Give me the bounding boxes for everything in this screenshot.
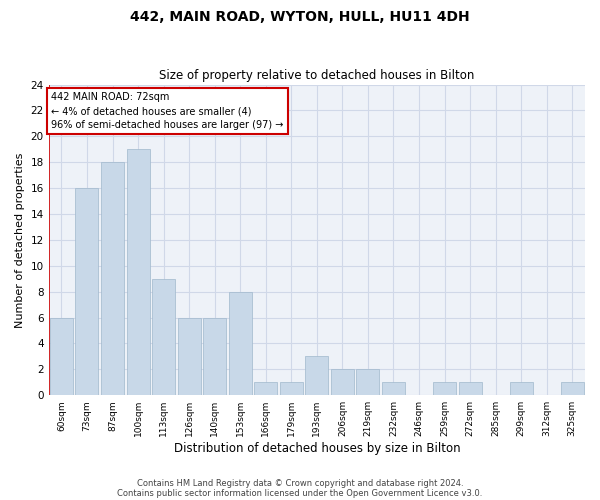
Bar	[203, 318, 226, 395]
Bar	[229, 292, 252, 395]
Bar	[382, 382, 405, 395]
Bar	[50, 318, 73, 395]
Bar	[458, 382, 482, 395]
Text: 442 MAIN ROAD: 72sqm
← 4% of detached houses are smaller (4)
96% of semi-detache: 442 MAIN ROAD: 72sqm ← 4% of detached ho…	[52, 92, 284, 130]
Y-axis label: Number of detached properties: Number of detached properties	[15, 152, 25, 328]
Bar	[509, 382, 533, 395]
Title: Size of property relative to detached houses in Bilton: Size of property relative to detached ho…	[159, 69, 475, 82]
Bar	[356, 370, 379, 395]
Bar	[178, 318, 200, 395]
Bar	[561, 382, 584, 395]
Bar	[331, 370, 354, 395]
Bar	[305, 356, 328, 395]
Bar	[101, 162, 124, 395]
Bar	[127, 150, 149, 395]
Bar	[254, 382, 277, 395]
Text: Contains HM Land Registry data © Crown copyright and database right 2024.: Contains HM Land Registry data © Crown c…	[137, 478, 463, 488]
Text: Contains public sector information licensed under the Open Government Licence v3: Contains public sector information licen…	[118, 488, 482, 498]
X-axis label: Distribution of detached houses by size in Bilton: Distribution of detached houses by size …	[173, 442, 460, 455]
Bar	[280, 382, 303, 395]
Text: 442, MAIN ROAD, WYTON, HULL, HU11 4DH: 442, MAIN ROAD, WYTON, HULL, HU11 4DH	[130, 10, 470, 24]
Bar	[76, 188, 98, 395]
Bar	[433, 382, 456, 395]
Bar	[152, 278, 175, 395]
